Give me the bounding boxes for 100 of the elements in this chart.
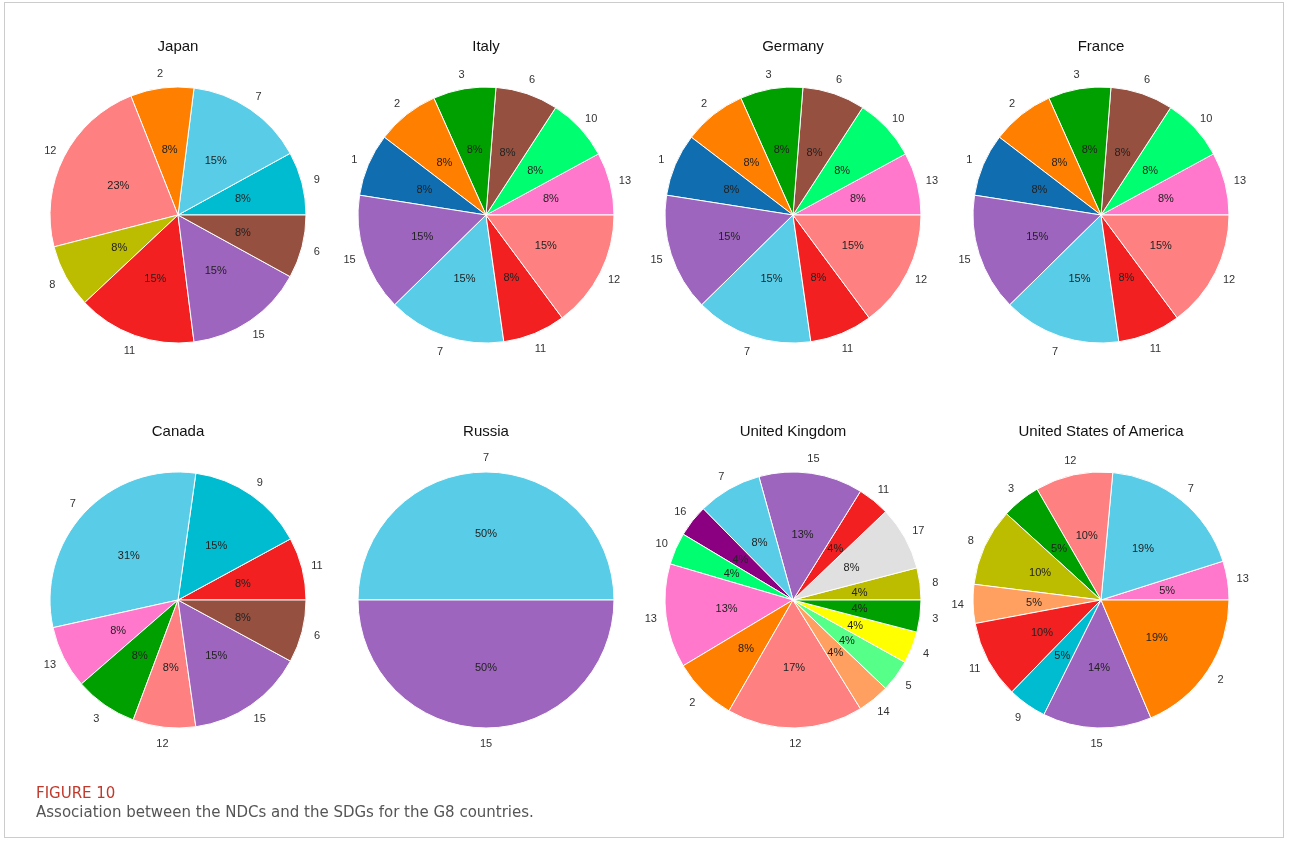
slice-label: 8 [967,534,974,547]
slice-label: 1 [965,152,972,165]
data-label: 8% [738,641,755,654]
data-label: 5% [1158,583,1175,596]
data-label: 4% [732,552,749,565]
slice-label: 7 [69,496,76,509]
data-label: 4% [851,602,868,615]
data-label: 8% [234,225,252,238]
data-label: 50% [474,661,497,673]
data-label: 15% [410,229,433,242]
slice-label: 15 [650,252,663,265]
slice-label: 3 [765,67,772,80]
slice-label: 6 [313,244,320,257]
data-label: 13% [715,602,738,615]
slice-label: 6 [528,73,535,86]
data-label: 15% [841,239,865,252]
slice-label: 12 [607,273,620,286]
slice-label: 7 [1051,344,1058,357]
data-label: 4% [827,542,844,554]
chart-title: Japan [157,37,199,54]
slice-label: 8 [49,278,56,291]
slice-label: 17 [912,524,925,537]
data-label: 15% [718,229,741,242]
slice-label: 9 [313,173,320,186]
data-label: 8% [234,577,252,590]
slice-label: 3 [93,711,100,724]
data-label: 23% [107,178,130,191]
slice-label: 13 [644,612,657,625]
slice-label: 9 [256,476,263,489]
slice-label: 3 [1007,482,1014,495]
data-label: 8% [415,182,433,195]
slice-label: 11 [877,482,890,495]
slice-label: 15 [252,327,265,340]
data-label: 8% [834,163,851,176]
data-label: 15% [205,538,228,551]
data-label: 15% [1149,239,1172,252]
data-label: 8% [111,241,128,254]
slice-label: 16 [674,505,687,518]
caption: FIGURE 10 [36,784,116,802]
slice-label: 15 [807,452,820,465]
slice-label: 8 [932,575,939,588]
data-label: 8% [1030,182,1048,195]
data-label: 8% [499,145,516,158]
data-label: 15% [204,153,227,166]
data-label: 8% [161,142,178,155]
slice-label: 4 [923,647,930,660]
slice-label: 12 [914,273,928,286]
slice-label: 3 [932,612,939,625]
slice-label: 7 [1187,482,1194,495]
data-label: 8% [1141,163,1158,176]
slice-label: 6 [1143,73,1150,86]
slice-label: 15 [479,737,492,750]
slice-label: 7 [718,469,725,482]
slice-label: 5 [905,679,912,691]
data-label: 13% [791,527,814,540]
data-label: 15% [760,272,783,285]
slice-label: 15 [957,252,971,265]
slice-label: 10 [655,536,668,549]
data-label: 8% [542,192,559,205]
data-label: 8% [234,192,252,205]
slice-label: 6 [313,629,321,642]
data-label: 17% [783,660,806,673]
data-label: 4% [723,567,740,580]
slice-label: 15 [1089,737,1103,750]
data-label: 8% [1117,271,1135,283]
data-label: 19% [1145,631,1168,644]
data-label: 19% [1131,541,1154,554]
data-label: 15% [205,649,228,662]
slice-label: 13 [618,173,631,186]
data-label: 8% [526,163,543,176]
chart-title: Germany [762,37,825,54]
slice-label: 2 [156,66,164,79]
data-label: 8% [751,535,768,548]
data-label: 8% [773,142,790,155]
slice-label: 11 [841,341,854,354]
data-label: 8% [1114,145,1131,158]
slice-label: 12 [789,737,802,750]
slice-label: 14 [951,598,964,611]
data-label: 8% [131,649,148,662]
slice-label: 3 [1073,67,1080,80]
slice-label: 13 [925,173,939,186]
data-label: 8% [1051,156,1068,169]
data-label: 31% [117,548,141,561]
data-label: 8% [810,271,827,283]
data-label: 14% [1087,660,1110,673]
slice-label: 13 [1236,572,1249,585]
slice-label: 7 [743,344,751,357]
data-label: 10% [1028,566,1051,578]
slice-label: 12 [44,143,57,156]
slice-label: 11 [311,558,323,571]
chart-title: United States of America [1017,422,1184,439]
data-label: 8% [466,142,483,155]
slice-label: 2 [701,96,708,109]
chart-title: France [1077,37,1124,54]
slice-label: 11 [123,343,136,356]
slice-label: 10 [1199,111,1212,124]
slice-label: 12 [156,736,169,749]
data-label: 8% [806,145,823,158]
data-label: 15% [534,239,557,252]
slice-label: 2 [689,696,696,709]
